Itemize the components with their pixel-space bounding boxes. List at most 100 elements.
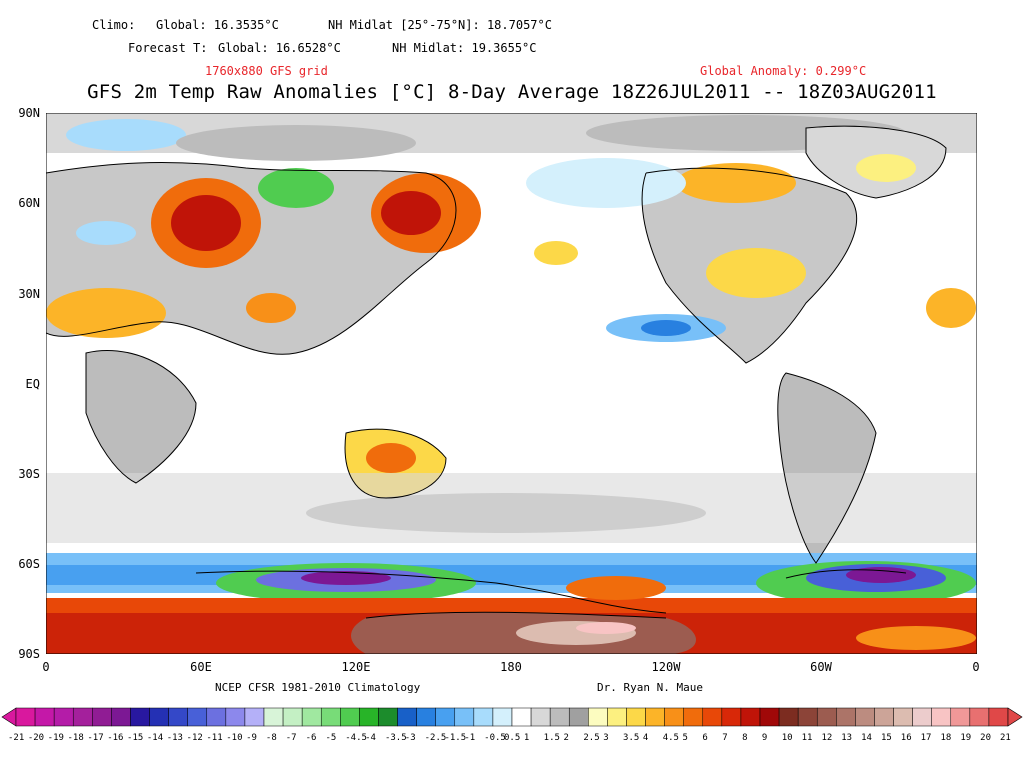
colorbar-swatch — [301, 707, 322, 727]
climo-nh-midlat-value: NH Midlat [25°-75°N]: 18.7057°C — [328, 18, 552, 32]
colorbar-swatch — [912, 707, 932, 727]
antarctic-pink-core — [576, 622, 636, 634]
colorbar-swatch — [759, 707, 780, 727]
lon-label-60w: 60W — [810, 660, 832, 674]
colorbar-swatch — [92, 707, 112, 727]
climatology-credit: NCEP CFSR 1981-2010 Climatology — [215, 681, 421, 694]
colorbar-tick-label: -8 — [265, 733, 277, 743]
colorbar-swatch — [149, 707, 169, 727]
colorbar-tick-label: 1.5 — [543, 733, 560, 743]
colorbar-swatch — [340, 707, 360, 727]
colorbar-swatch — [950, 707, 971, 727]
colorbar-swatch — [721, 707, 742, 727]
pacific-warm-patch — [534, 241, 578, 265]
colorbar-swatch — [893, 707, 913, 727]
colorbar-swatch — [645, 707, 665, 727]
colorbar-tick-label: 21 — [1000, 733, 1011, 743]
colorbar-tick-label: -6 — [305, 733, 317, 743]
lat-label-eq: EQ — [25, 377, 40, 391]
colorbar-swatch — [740, 707, 761, 727]
forecast-global-value: Global: 16.6528°C — [218, 41, 341, 55]
lon-label-120w: 120W — [651, 660, 681, 674]
india-warm-anomaly — [246, 293, 296, 323]
colorbar-tick-label: 7 — [722, 733, 728, 743]
lon-label-60e: 60E — [190, 660, 212, 674]
colorbar-tick-label: -15 — [127, 733, 144, 743]
colorbar-tick-label: 2.5 — [583, 733, 600, 743]
colorbar-swatch — [320, 707, 341, 727]
colorbar-tick-label: 3.5 — [623, 733, 640, 743]
colorbar-tick-label: 5 — [682, 733, 688, 743]
colorbar-swatch — [492, 707, 513, 727]
lat-label-90n: 90N — [18, 106, 40, 120]
colorbar-swatch — [702, 707, 723, 727]
colorbar-tick-label: 0.5 — [504, 733, 521, 743]
colorbar-tick-label: -1.5 — [444, 733, 467, 743]
global-anomaly: Global Anomaly: 0.299°C — [700, 64, 867, 78]
colorbar-swatch — [683, 707, 704, 727]
colorbar-swatch — [359, 707, 379, 727]
climo-global-value: Global: 16.3535°C — [156, 18, 279, 32]
colorbar-tick-label: 4 — [642, 733, 649, 743]
colorbar-tick-label: -5 — [325, 733, 337, 743]
colorbar-tick-label: 20 — [980, 733, 991, 743]
colorbar-tick-label: 19 — [960, 733, 972, 743]
sahara-warm-anomaly — [46, 288, 166, 338]
russia-warm-core — [171, 195, 241, 251]
us-warm-anomaly — [706, 248, 806, 298]
colorbar-swatch — [664, 707, 684, 727]
colorbar-tick-label: -20 — [27, 733, 45, 743]
colorbar-swatch — [530, 707, 551, 727]
east-pacific-cool-core — [641, 320, 691, 336]
colorbar-swatch — [72, 707, 93, 727]
colorbar-swatch — [282, 707, 303, 727]
colorbar-tick-label: 2 — [563, 733, 569, 743]
colorbar-tick-label: 1 — [523, 733, 530, 743]
colorbar-swatch — [607, 707, 627, 727]
colorbar-tick-label: -16 — [107, 733, 124, 743]
anomaly-map — [46, 113, 977, 654]
colorbar-swatch — [816, 707, 837, 727]
colorbar-tick-label: -4.5 — [345, 733, 367, 743]
colorbar-swatch — [34, 707, 55, 727]
colorbar-swatch — [874, 707, 894, 727]
colorbar-tick-label: 12 — [821, 733, 833, 743]
arctic-grey-patch — [176, 125, 416, 161]
colorbar-tick-label: -17 — [87, 733, 104, 743]
colorbar-swatch — [206, 707, 227, 727]
colorbar-tick-label: -21 — [8, 733, 25, 743]
colorbar-swatch — [568, 707, 589, 727]
forecast-label: Forecast T: — [128, 41, 208, 55]
lat-label-60n: 60N — [18, 196, 40, 210]
amundsen-warm — [566, 576, 666, 600]
colorbar-tick-label: 13 — [841, 733, 853, 743]
lat-label-30s: 30S — [18, 467, 40, 481]
colorbar-swatch — [473, 707, 494, 727]
colorbar-swatch — [53, 707, 74, 727]
colorbar-swatch — [626, 707, 646, 727]
colorbar-swatch — [778, 707, 799, 727]
colorbar-swatch — [969, 707, 990, 727]
colorbar-swatch — [511, 707, 532, 727]
colorbar-swatch — [549, 707, 570, 727]
colorbar-tick-label: 3 — [603, 733, 609, 743]
lon-label-0: 0 — [42, 660, 50, 674]
colorbar-swatch — [111, 707, 131, 727]
colorbar-swatch — [797, 707, 818, 727]
colorbar-tick-label: 17 — [920, 733, 932, 743]
lon-label-180: 180 — [500, 660, 522, 674]
siberia-cool-anomaly — [258, 168, 334, 208]
siberia-warm-core — [381, 191, 441, 235]
colorbar-swatch — [244, 707, 265, 727]
colorbar-swatch — [15, 707, 36, 727]
grid-note: 1760x880 GFS grid — [205, 64, 328, 78]
colorbar-swatch — [416, 707, 436, 727]
colorbar-tick-label: -9 — [246, 733, 257, 743]
colorbar-swatch — [454, 707, 475, 727]
colorbar-tick-label: -12 — [186, 733, 203, 743]
author-credit: Dr. Ryan N. Maue — [597, 681, 703, 694]
greenland-warm-patch — [856, 154, 916, 182]
map-title: GFS 2m Temp Raw Anomalies [°C] 8-Day Ave… — [87, 81, 937, 103]
colorbar-swatch — [931, 707, 952, 727]
colorbar-tick-label: -3 — [404, 733, 416, 743]
